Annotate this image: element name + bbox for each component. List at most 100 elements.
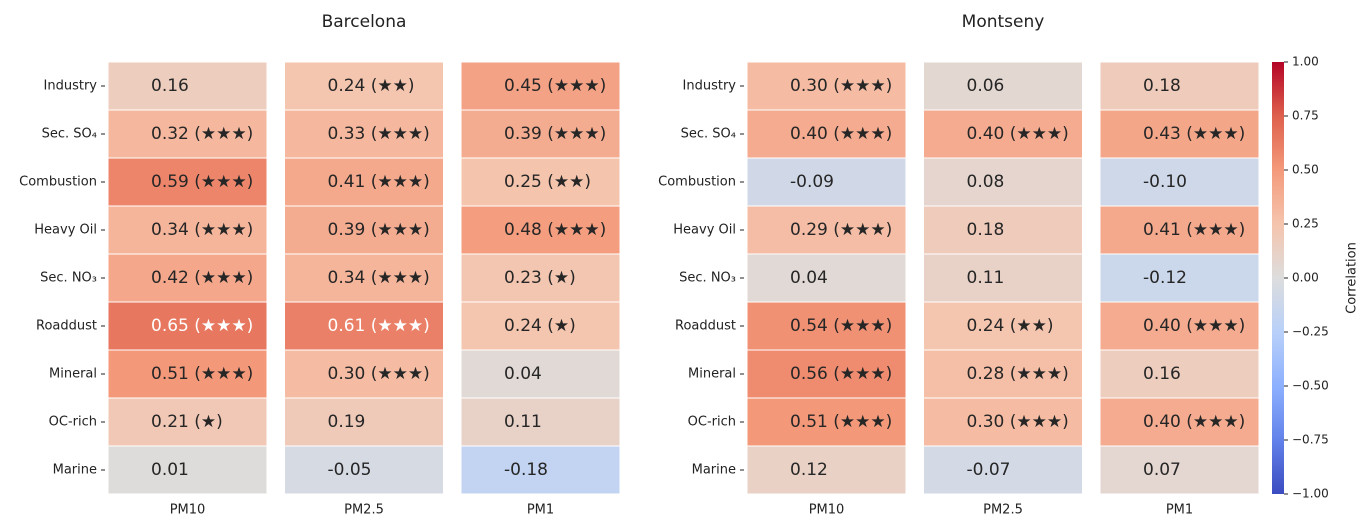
- cell-label: 0.51 (★★★): [151, 364, 253, 384]
- colorbar: [1272, 62, 1284, 494]
- cell-label: 0.42 (★★★): [151, 268, 253, 288]
- heatmap-cell: [284, 157, 444, 207]
- cell-label: 0.06: [967, 76, 1005, 96]
- heatmap-cell: [746, 205, 907, 255]
- heatmap-cell: [746, 349, 907, 399]
- x-tick-label: PM2.5: [983, 503, 1023, 518]
- cell-label: 0.12: [790, 460, 828, 480]
- y-tick-label: OC-rich: [49, 415, 97, 430]
- cell-label: 0.40 (★★★): [790, 124, 892, 144]
- cell-label: 0.18: [1143, 76, 1181, 96]
- heatmap-cell: [460, 157, 621, 207]
- cell-label: 0.45 (★★★): [504, 76, 606, 96]
- colorbar-tick-label: −0.50: [1292, 379, 1329, 393]
- cell-label: 0.30 (★★★): [328, 364, 430, 384]
- colorbar-tick-label: 1.00: [1292, 55, 1319, 69]
- y-tick-label: Sec. SO₄: [42, 127, 97, 142]
- x-tick-label: PM10: [170, 503, 206, 518]
- y-tick-label: Mineral: [49, 367, 97, 382]
- heatmap-cell: [923, 397, 1083, 447]
- cell-label: 0.61 (★★★): [328, 316, 430, 336]
- y-tick-label: Marine: [692, 463, 736, 478]
- cell-label: 0.34 (★★★): [151, 220, 253, 240]
- x-tick-label: PM2.5: [344, 503, 384, 518]
- y-tick-label: OC-rich: [688, 415, 736, 430]
- cell-label: 0.18: [967, 220, 1005, 240]
- heatmap-cell: [1099, 253, 1260, 303]
- chart-title: Barcelona: [322, 12, 407, 32]
- cell-label: 0.25 (★★): [504, 172, 591, 192]
- heatmap-cell: [746, 445, 907, 495]
- cell-label: 0.40 (★★★): [1143, 412, 1245, 432]
- heatmap-cell: [107, 445, 268, 495]
- cell-label: 0.23 (★): [504, 268, 576, 288]
- y-tick-label: Mineral: [688, 367, 736, 382]
- heatmap-cell: [1099, 301, 1260, 351]
- cell-label: -0.10: [1143, 172, 1187, 192]
- cell-label: 0.33 (★★★): [328, 124, 430, 144]
- cell-label: 0.16: [1143, 364, 1181, 384]
- colorbar-tick-label: 0.50: [1292, 163, 1319, 177]
- heatmap-cell: [746, 397, 907, 447]
- heatmap-cell: [1099, 205, 1260, 255]
- heatmap-cell: [746, 253, 907, 303]
- cell-label: 0.04: [790, 268, 828, 288]
- x-tick-label: PM1: [1166, 503, 1193, 518]
- heatmap-cell: [460, 301, 621, 351]
- heatmap-cell: [284, 397, 444, 447]
- y-tick-label: Heavy Oil: [673, 223, 736, 238]
- cell-label: -0.09: [790, 172, 834, 192]
- cell-label: 0.24 (★★): [967, 316, 1054, 336]
- colorbar-label: Correlation: [1345, 242, 1360, 314]
- colorbar-tick-label: 0.75: [1292, 109, 1319, 123]
- heatmap-cell: [460, 61, 621, 111]
- heatmap-cell: [460, 397, 621, 447]
- cell-label: 0.24 (★★): [328, 76, 415, 96]
- y-tick-label: Roaddust: [36, 319, 97, 334]
- heatmap-cell: [923, 157, 1083, 207]
- heatmap-cell: [923, 349, 1083, 399]
- heatmap-cell: [284, 205, 444, 255]
- cell-label: 0.24 (★): [504, 316, 576, 336]
- cell-label: 0.21 (★): [151, 412, 223, 432]
- heatmap-cell: [284, 301, 444, 351]
- cell-label: -0.05: [328, 460, 372, 480]
- x-tick-label: PM10: [809, 503, 845, 518]
- heatmap-cell: [107, 61, 268, 111]
- y-tick-label: Sec. SO₄: [681, 127, 736, 142]
- y-tick-label: Heavy Oil: [34, 223, 97, 238]
- cell-label: 0.29 (★★★): [790, 220, 892, 240]
- heatmap-cell: [923, 301, 1083, 351]
- cell-label: 0.16: [151, 76, 189, 96]
- y-tick-label: Industry: [44, 79, 98, 94]
- cell-label: -0.12: [1143, 268, 1187, 288]
- heatmap-cell: [284, 445, 444, 495]
- heatmap-cell: [284, 61, 444, 111]
- cell-label: 0.41 (★★★): [328, 172, 430, 192]
- cell-label: 0.65 (★★★): [151, 316, 253, 336]
- y-tick-label: Industry: [683, 79, 737, 94]
- cell-label: 0.30 (★★★): [967, 412, 1069, 432]
- y-tick-label: Roaddust: [675, 319, 736, 334]
- cell-label: 0.08: [967, 172, 1005, 192]
- cell-label: 0.28 (★★★): [967, 364, 1069, 384]
- cell-label: -0.18: [504, 460, 548, 480]
- heatmap-cell: [460, 205, 621, 255]
- heatmap-cell: [284, 349, 444, 399]
- y-tick-label: Marine: [53, 463, 97, 478]
- heatmap-cell: [746, 61, 907, 111]
- cell-label: 0.32 (★★★): [151, 124, 253, 144]
- cell-label: 0.19: [328, 412, 366, 432]
- heatmap-cell: [923, 445, 1083, 495]
- heatmap-cell: [107, 397, 268, 447]
- cell-label: 0.40 (★★★): [967, 124, 1069, 144]
- heatmap-cell: [284, 253, 444, 303]
- cell-label: 0.34 (★★★): [328, 268, 430, 288]
- cell-label: 0.11: [967, 268, 1005, 288]
- heatmap-cell: [923, 61, 1083, 111]
- heatmap-cell: [284, 109, 444, 159]
- heatmap-cell: [1099, 397, 1260, 447]
- heatmap-cell: [923, 205, 1083, 255]
- cell-label: 0.48 (★★★): [504, 220, 606, 240]
